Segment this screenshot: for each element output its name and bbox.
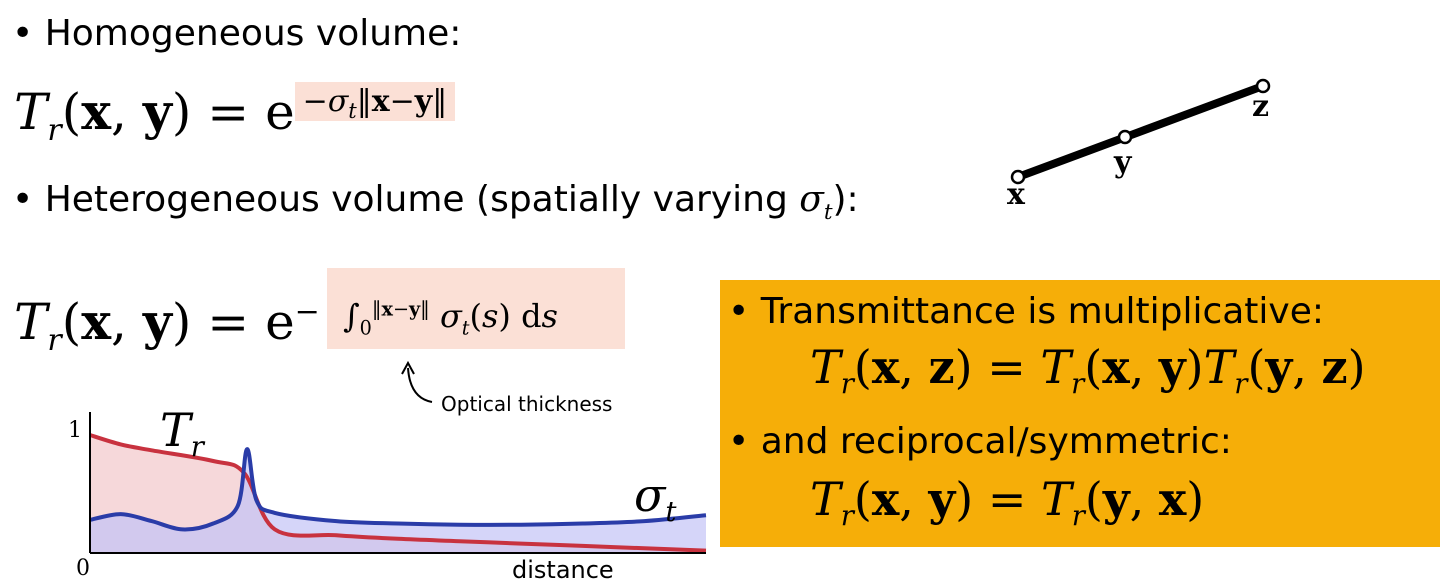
equation-homogeneous: Tr(x, y) = e −σt‖x−y‖	[14, 82, 456, 148]
transmittance-chart	[89, 412, 707, 554]
point-x	[1010, 169, 1026, 185]
legend-sigma: σt	[634, 468, 677, 529]
x-axis-label: distance	[512, 556, 614, 584]
line-sigma	[89, 447, 707, 532]
label-x: x	[1007, 177, 1025, 212]
point-y	[1117, 129, 1133, 145]
label-y: y	[1114, 145, 1132, 180]
x-tick-label-0: 0	[76, 556, 90, 581]
bullet-reciprocal-text: and reciprocal/symmetric:	[760, 421, 1232, 462]
properties-box: • Transmittance is multiplicative: Tr(x,…	[720, 280, 1440, 547]
optical-thickness-highlight: ∫0‖x−y‖ σt(s) ds	[327, 268, 625, 349]
segment-line	[1016, 82, 1265, 181]
bullet-reciprocal: • and reciprocal/symmetric:	[728, 421, 1232, 462]
point-z	[1255, 78, 1271, 94]
line-tr	[89, 433, 707, 553]
legend-tr: Tr	[160, 403, 204, 464]
bullet-multiplicative: • Transmittance is multiplicative:	[728, 291, 1324, 332]
bullet-heterogeneous-text: Heterogeneous volume (spatially varying	[44, 179, 800, 220]
label-z: z	[1252, 89, 1270, 124]
annotation-optical-thickness: Optical thickness	[441, 392, 613, 416]
points-diagram	[1010, 78, 1271, 185]
bullet-homogeneous: • Homogeneous volume:	[12, 13, 462, 54]
equation-multiplicative: Tr(x, z) = Tr(x, y)Tr(y, z)	[810, 340, 1366, 401]
bullet-heterogeneous-end: ):	[832, 179, 859, 220]
equation-reciprocal: Tr(x, y) = Tr(y, x)	[810, 472, 1205, 533]
bullet-homogeneous-text: Homogeneous volume:	[44, 13, 462, 54]
annotation-arrow-icon	[401, 360, 433, 403]
equation-heterogeneous: Tr(x, y) = e−	[14, 292, 320, 358]
bullet-heterogeneous: • Heterogeneous volume (spatially varyin…	[12, 179, 859, 226]
y-tick-label-1: 1	[68, 418, 82, 443]
bullet-multiplicative-text: Transmittance is multiplicative:	[760, 291, 1324, 332]
